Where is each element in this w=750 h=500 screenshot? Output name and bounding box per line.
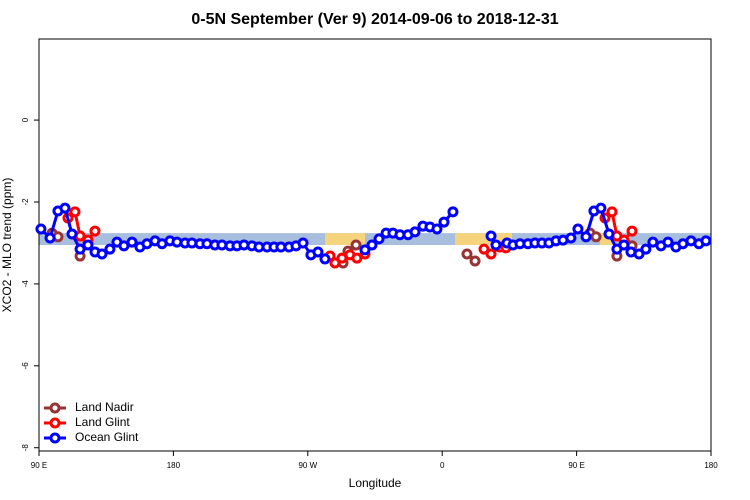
legend-marker	[49, 432, 61, 444]
data-point	[626, 225, 638, 237]
data-point	[297, 237, 309, 249]
data-point	[490, 239, 502, 251]
data-point	[461, 248, 473, 260]
x-axis-label: Longitude	[349, 476, 402, 490]
data-point	[350, 239, 362, 251]
data-point	[359, 244, 371, 256]
legend-label: Land Glint	[75, 415, 130, 429]
data-point	[478, 243, 490, 255]
data-point	[312, 246, 324, 258]
x-tick-label: 180	[704, 461, 718, 470]
data-point	[96, 248, 108, 260]
chart-title: 0-5N September (Ver 9) 2014-09-06 to 201…	[191, 11, 558, 28]
data-point	[373, 233, 385, 245]
data-point	[565, 232, 577, 244]
y-axis-label: XCO2 - MLO trend (ppm)	[0, 178, 14, 313]
data-point	[640, 243, 652, 255]
band-segment	[455, 233, 512, 245]
legend-marker	[49, 417, 61, 429]
data-point	[59, 202, 71, 214]
x-tick-label: 0	[440, 461, 445, 470]
data-point	[618, 239, 630, 251]
data-point	[82, 239, 94, 251]
data-point	[447, 206, 459, 218]
data-point	[438, 216, 450, 228]
data-point	[700, 235, 712, 247]
data-point	[74, 243, 86, 255]
data-point	[469, 255, 481, 267]
y-tick-label: -4	[21, 280, 30, 288]
data-point	[606, 206, 618, 218]
data-point	[662, 236, 674, 248]
data-point	[590, 231, 602, 243]
legend-marker	[49, 402, 61, 414]
data-point	[366, 239, 378, 251]
legend-label: Ocean Glint	[75, 430, 139, 444]
data-point	[572, 223, 584, 235]
data-point	[580, 231, 592, 243]
x-tick-label: 90 E	[568, 461, 584, 470]
data-point	[603, 228, 615, 240]
data-point	[351, 252, 363, 264]
x-tick-label: 180	[167, 461, 181, 470]
y-tick-label: 0	[21, 117, 30, 122]
data-point	[69, 206, 81, 218]
data-point	[409, 226, 421, 238]
data-point	[104, 243, 116, 255]
y-tick-label: -6	[21, 362, 30, 370]
data-point	[431, 223, 443, 235]
data-point	[485, 248, 497, 260]
data-point	[66, 228, 78, 240]
plot-frame	[38, 38, 712, 452]
data-point	[329, 257, 341, 269]
data-point	[126, 236, 138, 248]
data-point	[633, 248, 645, 260]
legend-label: Land Nadir	[75, 400, 134, 414]
y-tick-label: -2	[21, 198, 30, 206]
data-point	[595, 202, 607, 214]
x-tick-label: 90 W	[298, 461, 317, 470]
data-point	[35, 223, 47, 235]
x-tick-label: 90 E	[31, 461, 47, 470]
band-segment	[324, 233, 365, 245]
data-point	[485, 230, 497, 242]
data-point	[319, 253, 331, 265]
data-point	[89, 225, 101, 237]
data-point	[44, 232, 56, 244]
y-tick-label: -8	[21, 444, 30, 452]
